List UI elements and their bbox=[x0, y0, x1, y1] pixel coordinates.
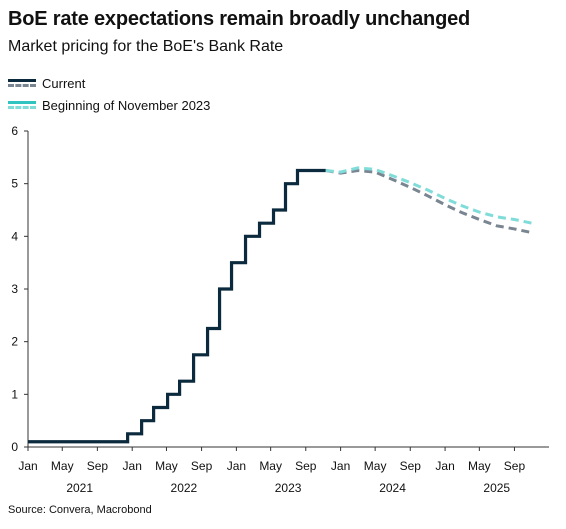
x-tick-label: Jan bbox=[331, 459, 350, 473]
x-year-label: 2022 bbox=[171, 481, 198, 495]
x-tick-label: May bbox=[364, 459, 387, 473]
x-tick-label: Sep bbox=[87, 459, 109, 473]
x-tick-label: Jan bbox=[123, 459, 142, 473]
x-tick-label: Sep bbox=[504, 459, 526, 473]
series-current-actual-line bbox=[28, 168, 326, 444]
x-tick-label: Sep bbox=[295, 459, 317, 473]
legend-swatch-november-dashed bbox=[8, 106, 36, 109]
y-tick-label: 6 bbox=[11, 124, 18, 138]
series-november-forecast-line bbox=[325, 166, 533, 225]
y-tick-label: 3 bbox=[11, 282, 18, 296]
legend-label-november: Beginning of November 2023 bbox=[42, 97, 211, 113]
legend-swatch-current-dashed bbox=[8, 84, 36, 87]
x-tick-label: Sep bbox=[400, 459, 422, 473]
y-tick-label: 0 bbox=[11, 440, 18, 454]
x-year-label: 2021 bbox=[66, 481, 93, 495]
y-tick-label: 4 bbox=[11, 229, 18, 243]
legend-item-november: Beginning of November 2023 bbox=[8, 94, 210, 116]
series-current-forecast-line bbox=[325, 168, 533, 235]
y-tick-label: 1 bbox=[11, 387, 18, 401]
legend: Current Beginning of November 2023 bbox=[8, 72, 210, 116]
legend-swatch-current-solid bbox=[8, 79, 36, 82]
x-year-label: 2025 bbox=[483, 481, 510, 495]
x-tick-label: Jan bbox=[435, 459, 454, 473]
x-year-label: 2023 bbox=[275, 481, 302, 495]
legend-swatch-current bbox=[8, 79, 36, 87]
legend-swatch-november bbox=[8, 101, 36, 109]
legend-swatch-november-solid bbox=[8, 101, 36, 104]
chart-subtitle: Market pricing for the BoE's Bank Rate bbox=[8, 38, 284, 55]
x-tick-label: Jan bbox=[227, 459, 246, 473]
y-tick-label: 5 bbox=[11, 177, 18, 191]
legend-item-current: Current bbox=[8, 72, 210, 94]
source-note: Source: Convera, Macrobond bbox=[8, 504, 152, 516]
x-tick-label: Jan bbox=[18, 459, 37, 473]
x-tick-label: May bbox=[468, 459, 491, 473]
x-tick-label: May bbox=[259, 459, 282, 473]
x-year-label: 2024 bbox=[379, 481, 406, 495]
x-tick-label: May bbox=[51, 459, 74, 473]
x-tick-label: May bbox=[155, 459, 178, 473]
legend-label-current: Current bbox=[42, 75, 86, 91]
y-tick-label: 2 bbox=[11, 335, 18, 349]
x-tick-label: Sep bbox=[191, 459, 213, 473]
chart-title: BoE rate expectations remain broadly unc… bbox=[8, 8, 471, 30]
